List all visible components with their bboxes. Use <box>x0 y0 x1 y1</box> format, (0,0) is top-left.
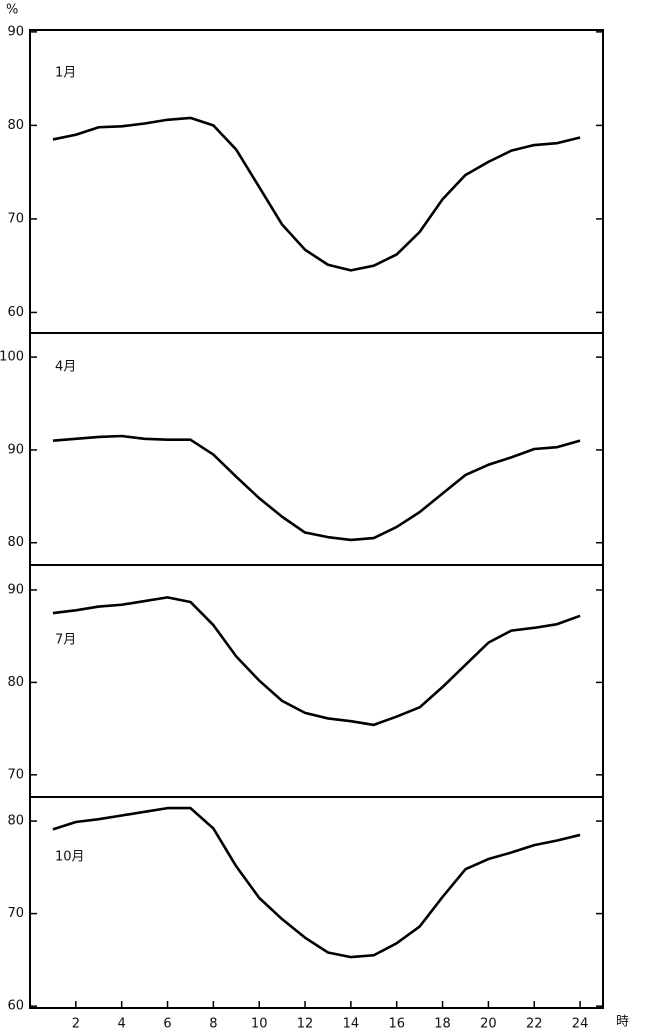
y-tick-label: 90 <box>7 24 24 39</box>
y-tick-label: 90 <box>7 582 24 597</box>
x-tick-label: 6 <box>163 1017 171 1032</box>
data-line <box>52 806 581 959</box>
x-tick-label: 4 <box>118 1017 126 1032</box>
y-tick-label: 70 <box>7 906 24 921</box>
x-tick-label: 18 <box>434 1017 451 1032</box>
x-tick-label: 8 <box>209 1017 217 1032</box>
data-line <box>52 116 581 272</box>
x-tick-label: 14 <box>343 1017 360 1032</box>
panel-label: 7月 <box>55 633 76 648</box>
y-tick-label: 70 <box>7 767 24 782</box>
data-line <box>52 596 581 727</box>
y-tick-label: 60 <box>7 305 24 320</box>
panel-frame <box>29 29 604 334</box>
panel-frame <box>29 564 604 798</box>
y-axis-label: % <box>6 3 18 18</box>
y-tick-label: 80 <box>7 118 24 133</box>
y-tick-label: 80 <box>7 814 24 829</box>
x-tick-label: 22 <box>526 1017 543 1032</box>
y-tick-label: 60 <box>7 999 24 1014</box>
y-tick-label: 100 <box>0 350 24 365</box>
x-tick-label: 12 <box>297 1017 314 1032</box>
x-tick-label: 20 <box>480 1017 497 1032</box>
y-tick-label: 80 <box>7 675 24 690</box>
x-tick-label: 24 <box>572 1017 589 1032</box>
panel-label: 4月 <box>55 360 76 375</box>
y-tick-label: 90 <box>7 442 24 457</box>
data-line <box>52 434 581 542</box>
x-tick-label: 16 <box>388 1017 405 1032</box>
panel-label: 1月 <box>55 66 76 81</box>
panel-frame <box>29 332 604 566</box>
x-tick-label: 10 <box>251 1017 268 1032</box>
x-axis-label: 時 <box>616 1015 629 1030</box>
panel-frame <box>29 796 604 1009</box>
x-tick-label: 2 <box>72 1017 80 1032</box>
panel-label: 10月 <box>55 850 85 865</box>
y-tick-label: 80 <box>7 535 24 550</box>
y-tick-label: 70 <box>7 211 24 226</box>
